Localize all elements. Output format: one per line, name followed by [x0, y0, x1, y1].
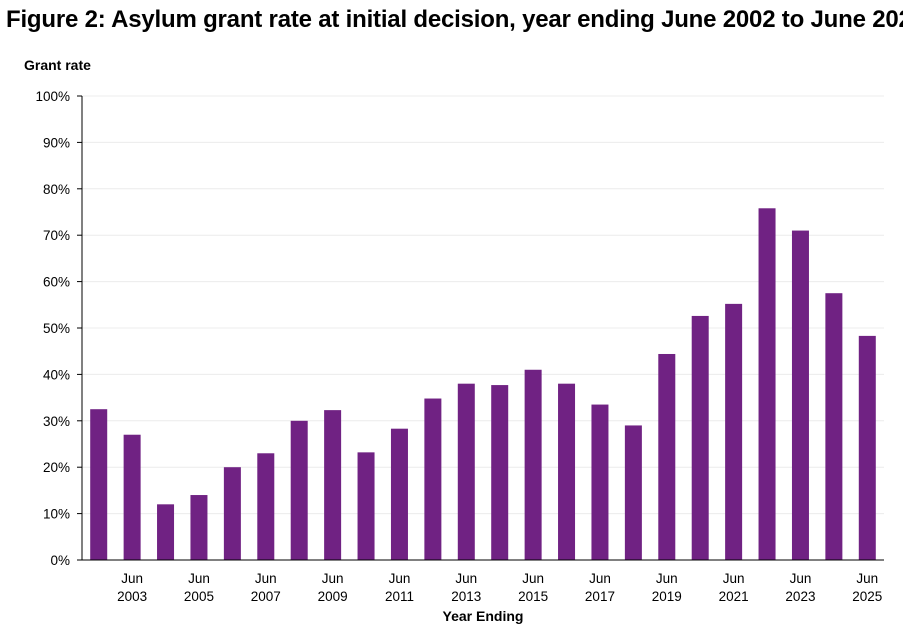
bar: [390, 428, 408, 560]
y-tick-label: 40%: [43, 367, 70, 382]
bar: [257, 453, 275, 560]
x-tick-label-month: Jun: [856, 571, 878, 586]
bar: [457, 383, 475, 560]
x-tick-label-year: 2023: [785, 589, 815, 604]
x-tick-label-year: 2025: [852, 589, 882, 604]
x-tick-label-month: Jun: [790, 571, 812, 586]
y-axis-ticks: 0% 10% 20% 30% 40% 50% 60% 70% 80% 90% 100%: [35, 89, 82, 568]
y-tick-label: 90%: [43, 135, 70, 150]
y-tick-label: 30%: [43, 414, 70, 429]
bar: [324, 410, 342, 560]
y-tick-label: 0%: [50, 553, 70, 568]
x-tick-label-month: Jun: [322, 571, 344, 586]
chart-title-text: Figure 2: Asylum grant rate at initial d…: [6, 6, 903, 33]
chart-title: Figure 2: Asylum grant rate at initial d…: [6, 6, 903, 34]
bar: [123, 434, 141, 560]
x-tick-label-month: Jun: [121, 571, 143, 586]
bar: [858, 335, 876, 560]
bar: [691, 315, 709, 560]
bars: [90, 208, 876, 560]
y-tick-label: 10%: [43, 507, 70, 522]
bar: [90, 409, 108, 560]
bar: [558, 383, 576, 560]
gridlines: [82, 95, 884, 515]
x-tick-label-year: 2009: [318, 589, 348, 604]
bar: [658, 353, 676, 560]
bar: [524, 369, 542, 560]
x-tick-label-month: Jun: [522, 571, 544, 586]
x-axis-title: Year Ending: [443, 608, 524, 624]
bar: [825, 293, 843, 560]
x-tick-label-year: 2021: [719, 589, 749, 604]
y-tick-label: 100%: [35, 89, 70, 104]
y-tick-label: 70%: [43, 228, 70, 243]
x-tick-label-year: 2011: [385, 589, 414, 604]
bar: [725, 303, 743, 560]
x-tick-label-year: 2003: [117, 589, 147, 604]
x-tick-label-month: Jun: [188, 571, 210, 586]
x-tick-label-year: 2019: [652, 589, 682, 604]
x-tick-label-month: Jun: [656, 571, 678, 586]
y-tick-label: 50%: [43, 321, 70, 336]
x-tick-label-month: Jun: [455, 571, 477, 586]
bar: [758, 208, 776, 560]
x-tick-label-year: 2005: [184, 589, 214, 604]
y-tick-label: 60%: [43, 275, 70, 290]
x-axis-ticks: Jun 2003 Jun 2005 Jun 2007 Jun 2009 Jun 2011 Jun 20…: [117, 571, 882, 604]
x-tick-label-month: Jun: [723, 571, 745, 586]
x-tick-label-year: 2007: [251, 589, 281, 604]
bar: [491, 385, 509, 560]
bar: [357, 452, 375, 560]
x-tick-label-year: 2013: [451, 589, 481, 604]
x-tick-label-month: Jun: [255, 571, 277, 586]
bar: [290, 420, 308, 560]
x-tick-label-month: Jun: [389, 571, 411, 586]
bar: [791, 230, 809, 560]
bar: [223, 467, 241, 560]
x-tick-label-month: Jun: [589, 571, 611, 586]
y-tick-label: 80%: [43, 182, 70, 197]
x-tick-label-year: 2017: [585, 589, 615, 604]
bar: [591, 404, 609, 560]
bar: [190, 495, 208, 560]
x-tick-label-year: 2015: [518, 589, 548, 604]
bar: [424, 398, 442, 560]
y-tick-label: 20%: [43, 460, 70, 475]
y-axis-title: Grant rate: [24, 57, 91, 73]
bar: [624, 425, 642, 560]
bar: [157, 504, 175, 560]
